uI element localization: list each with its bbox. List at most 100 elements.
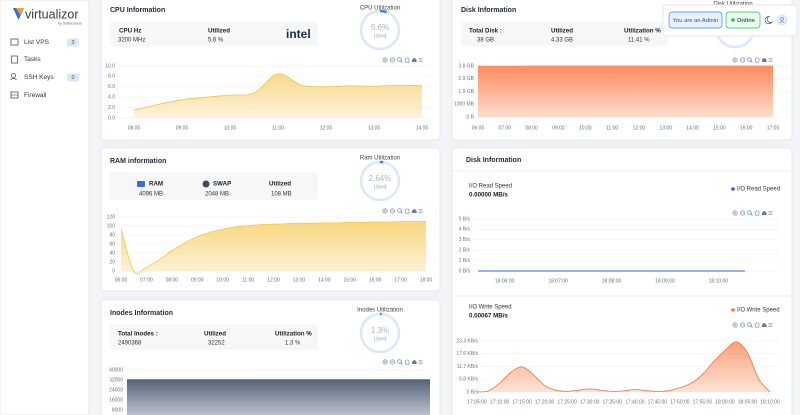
zoom-out[interactable] — [739, 57, 745, 63]
x-tick-label: 09:00 — [176, 125, 189, 131]
zoom[interactable] — [397, 57, 402, 62]
reset[interactable] — [762, 57, 767, 62]
stat-value: 4.33 GB — [551, 38, 573, 44]
stat-label: Utilized — [551, 28, 573, 35]
x-tick-label: 14:00 — [686, 125, 699, 131]
zoom[interactable] — [750, 213, 753, 216]
zoom-in[interactable] — [732, 210, 738, 216]
zoom[interactable] — [400, 211, 403, 214]
zoom[interactable] — [747, 322, 752, 327]
x-tick-label: 17:20:00 — [535, 399, 555, 405]
chart-toolbar[interactable] — [382, 208, 423, 214]
zoom-in[interactable] — [383, 360, 387, 364]
legend-label: I/O Write Speed — [737, 308, 780, 314]
zoom-in[interactable] — [733, 58, 737, 62]
card-title: Disk Information — [466, 157, 521, 164]
zoom[interactable] — [747, 210, 752, 215]
zoom-in[interactable] — [382, 57, 388, 63]
gauge-title: Ram Utilization — [360, 156, 400, 162]
user-icon — [779, 21, 785, 24]
y-tick-label: 40 — [109, 250, 115, 256]
zoom[interactable] — [750, 325, 753, 328]
y-tick-label: 1.9 GB — [458, 89, 474, 95]
legend-marker — [731, 187, 735, 191]
reset[interactable] — [412, 359, 417, 364]
swap-icon — [202, 180, 210, 188]
reset[interactable] — [412, 57, 417, 62]
pan[interactable] — [405, 208, 410, 214]
theme-toggle[interactable] — [764, 16, 773, 25]
zoom[interactable] — [397, 359, 402, 364]
y-tick-label: 4 B/s — [459, 227, 471, 233]
x-tick-label: 07:00 — [140, 277, 153, 283]
menu[interactable] — [768, 323, 773, 327]
y-tick-label: 2 B/s — [459, 248, 471, 254]
zoom-out[interactable] — [389, 208, 395, 214]
x-tick-label: 14:00 — [318, 277, 331, 283]
zoom-in[interactable] — [732, 322, 738, 328]
y-tick-label: 1000 MB — [454, 101, 475, 107]
zoom-in[interactable] — [383, 58, 387, 62]
chart-toolbar[interactable] — [382, 359, 423, 365]
y-tick-label: 40000 — [109, 367, 123, 373]
x-tick-label: 11:00 — [242, 277, 254, 283]
x-tick-label: 14:00 — [416, 125, 429, 131]
y-tick-label: 3.8 GB — [458, 63, 474, 69]
zoom[interactable] — [400, 60, 403, 63]
reset[interactable] — [762, 322, 767, 327]
zoom-out[interactable] — [389, 57, 395, 63]
pan[interactable] — [755, 210, 760, 216]
nav-item[interactable]: List VPS 3 — [10, 38, 79, 47]
chart-toolbar[interactable] — [382, 57, 423, 63]
menu[interactable] — [418, 209, 423, 213]
info-box — [110, 22, 318, 46]
zoom-in[interactable] — [382, 208, 388, 214]
pan[interactable] — [405, 57, 410, 63]
info-box — [110, 172, 318, 200]
nav-item[interactable]: Tasks — [11, 55, 42, 64]
x-tick-label: 15:00 — [713, 125, 726, 131]
menu[interactable] — [418, 58, 423, 62]
menu[interactable] — [768, 58, 773, 62]
pan[interactable] — [755, 57, 760, 63]
pan[interactable] — [755, 322, 760, 328]
info-box — [110, 324, 318, 350]
chart-toolbar[interactable] — [732, 57, 773, 63]
zoom-in[interactable] — [733, 211, 737, 215]
zoom-out[interactable] — [739, 210, 745, 216]
zoom-in[interactable] — [383, 209, 387, 213]
x-tick-label: 18:05:00 — [738, 399, 758, 405]
reset[interactable] — [412, 208, 417, 213]
menu[interactable] — [418, 360, 423, 364]
zoom[interactable] — [747, 57, 752, 62]
zoom[interactable] — [400, 362, 403, 365]
y-tick-label: 11.7 KB/s — [457, 364, 479, 370]
zoom-out[interactable] — [389, 359, 395, 365]
nav-item[interactable]: SSH Keys 0 — [10, 73, 80, 82]
x-tick-label: 11:00 — [606, 125, 618, 131]
zoom[interactable] — [397, 208, 402, 213]
menu[interactable] — [768, 211, 773, 215]
chart-toolbar[interactable] — [732, 210, 773, 216]
nav-item[interactable]: Firewall — [10, 91, 47, 99]
zoom-in[interactable] — [382, 359, 388, 365]
zoom[interactable] — [750, 60, 753, 63]
pan[interactable] — [405, 359, 410, 365]
zoom-in[interactable] — [732, 57, 738, 63]
card-title: Inodes Information — [110, 310, 173, 317]
gauge-caption: Used — [374, 184, 387, 190]
admin-button[interactable] — [668, 11, 723, 29]
stat-value: 32252 — [208, 341, 225, 347]
status-button[interactable] — [725, 11, 761, 29]
y-tick-label: 1 B/s — [459, 258, 471, 264]
y-tick-label: 23.4 KB/s — [456, 338, 478, 344]
y-tick-label: 3 B/s — [459, 237, 471, 243]
stat-value: 38 GB — [477, 38, 494, 44]
zoom-in[interactable] — [733, 323, 737, 327]
zoom-out[interactable] — [739, 322, 745, 328]
stat-value: 5.6 % — [208, 38, 224, 44]
chart-toolbar[interactable] — [732, 322, 773, 328]
y-tick-label: 2.0 — [108, 105, 115, 111]
reset[interactable] — [762, 210, 767, 215]
y-tick-label: 5.8 KB/s — [459, 377, 478, 383]
